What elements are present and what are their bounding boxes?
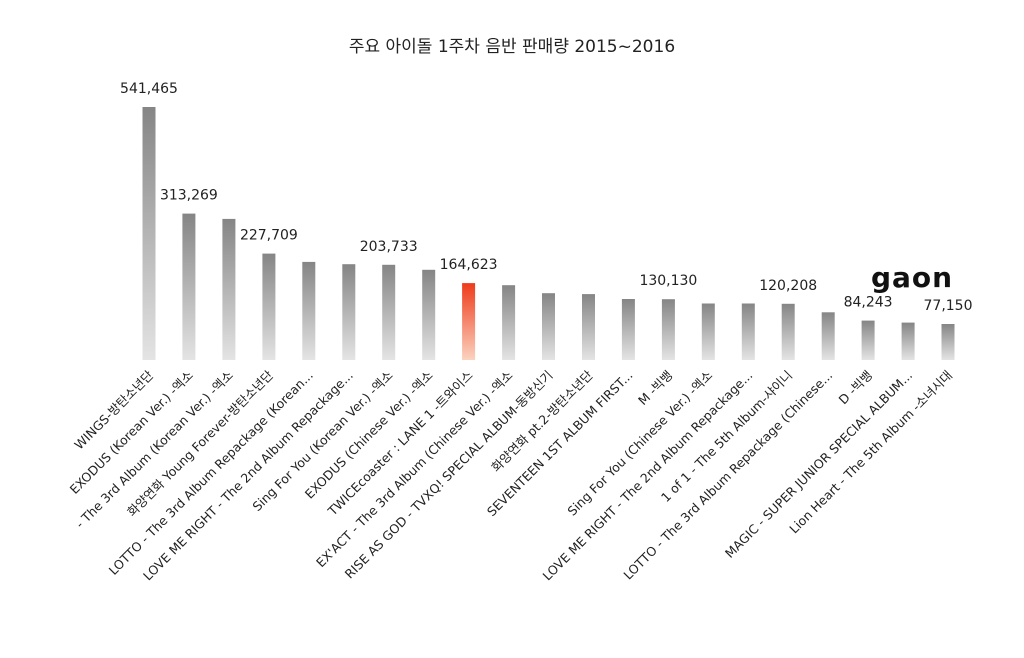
bar-19 <box>901 322 915 360</box>
bar-5 <box>342 264 356 360</box>
bar-14 <box>701 303 715 360</box>
bar-11 <box>582 294 595 360</box>
bar-6 <box>382 264 396 360</box>
bar-2 <box>222 218 236 360</box>
value-labels-group: 541,465 313,269 227,709 203,733 164,623 130,1… <box>120 81 972 314</box>
bar-17 <box>821 312 835 360</box>
bar-20 <box>941 324 955 360</box>
bar-9 <box>502 285 516 360</box>
value-label-13: 130,130 <box>639 273 697 289</box>
category-label-8: TWICEcoaster : LANE 1 -트와이스 <box>324 368 476 520</box>
bar-3 <box>262 253 276 360</box>
value-label-1: 313,269 <box>160 188 218 204</box>
category-label-12: SEVENTEEN 1ST ALBUM FIRST... <box>484 368 636 520</box>
bar-0 <box>142 107 156 360</box>
bars-group <box>142 107 955 360</box>
value-label-16: 120,208 <box>759 278 817 294</box>
bar-13 <box>661 299 675 360</box>
category-label-19: MAGIC - SUPER JUNIOR SPECIAL ALBUM... <box>722 368 915 561</box>
chart-title: 주요 아이돌 1주차 음반 판매량 2015~2016 <box>349 37 675 57</box>
value-label-6: 203,733 <box>360 239 418 255</box>
category-label-14: Sing For You (Chinese Ver.) -엑소 <box>564 368 715 519</box>
bar-18 <box>861 320 875 360</box>
bar-10 <box>542 293 555 360</box>
bar-7 <box>422 269 436 360</box>
category-label-18: D -빅뱅 <box>836 368 876 408</box>
value-label-18: 84,243 <box>844 295 893 311</box>
bar-4 <box>302 261 316 360</box>
value-label-3: 227,709 <box>240 228 298 244</box>
value-label-20: 77,150 <box>924 298 973 314</box>
bar-15 <box>741 303 755 360</box>
value-label-0: 541,465 <box>120 81 178 97</box>
bar-16 <box>781 303 795 360</box>
value-label-8: 164,623 <box>440 257 498 273</box>
gaon-logo: gaon <box>871 261 953 294</box>
bar-1 <box>182 213 196 360</box>
category-label-3: 화양연화 Young Forever-방탄소년단 <box>124 367 276 519</box>
bar-8 <box>462 283 476 360</box>
bar-12 <box>621 299 635 360</box>
